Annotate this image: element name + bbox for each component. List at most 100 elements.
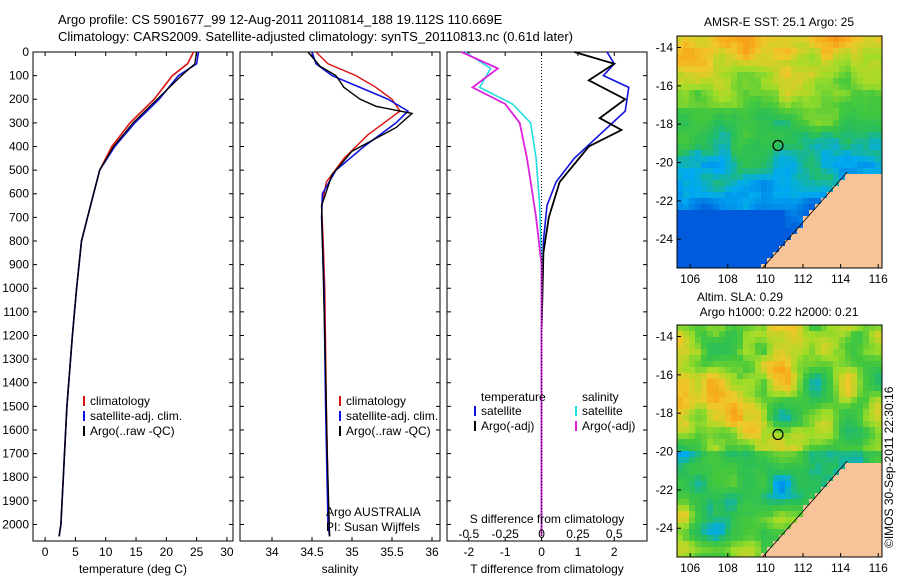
- y-tick-label: 600: [9, 187, 29, 201]
- series-line-2: [58, 51, 198, 537]
- y-tick-label: -22: [656, 483, 674, 497]
- series-line-1: [540, 51, 627, 537]
- y-tick-label: 1900: [2, 494, 29, 508]
- x-tick-label: 0: [538, 545, 545, 559]
- x-tick-label: 0: [42, 545, 49, 559]
- argo-position-marker: [772, 139, 784, 152]
- legend-label: Argo(..raw -QC): [346, 424, 431, 438]
- y-tick-label: -18: [656, 117, 674, 131]
- y-tick-label: 1800: [2, 470, 29, 484]
- x-tick-label: 15: [129, 545, 143, 559]
- x-tick-label: 25: [190, 545, 204, 559]
- y-tick-label: -16: [656, 368, 674, 382]
- y-tick-label: -16: [656, 79, 674, 93]
- x-tick-label: 34: [265, 545, 279, 559]
- x-tick-label: 110: [756, 561, 775, 575]
- x-tick-label: 108: [718, 272, 738, 286]
- coastline: [762, 171, 848, 269]
- legend-label: salinity: [582, 390, 619, 404]
- y-tick-label: 500: [9, 163, 29, 177]
- legend-label: satellite: [481, 404, 522, 418]
- plot-frame: [32, 51, 234, 542]
- credit-text: ©IMOS 30-Sep-2011 22:30:16: [882, 386, 896, 548]
- map-frame: [676, 324, 883, 558]
- y-tick-label: 0: [22, 45, 29, 59]
- map-title: Altim. SLA: 0.29: [697, 290, 783, 304]
- legend-label: climatology: [90, 394, 150, 408]
- plot-frame: [446, 51, 648, 542]
- x-tick-label: 20: [160, 545, 174, 559]
- x-tick-label: 2: [611, 545, 618, 559]
- top-tick-label: -0.25: [492, 527, 520, 541]
- y-tick-label: 2000: [2, 517, 29, 531]
- legend-label: Argo(..raw -QC): [90, 424, 175, 438]
- x-tick-label: 35: [345, 545, 359, 559]
- y-tick-label: 1000: [2, 281, 29, 295]
- series-line-1: [311, 51, 410, 537]
- y-tick-label: 300: [9, 116, 29, 130]
- map-raster: [677, 325, 883, 558]
- y-tick-label: 1400: [2, 376, 29, 390]
- profile-panel-1: 34 34.5 35 35.5 36 salinity climatologysatelli…: [239, 51, 441, 576]
- series-line-2: [464, 51, 543, 537]
- series-line-2: [307, 51, 414, 537]
- x-tick-label: 106: [680, 272, 700, 286]
- y-tick-label: 700: [9, 210, 29, 224]
- argo-position-marker: [772, 428, 784, 441]
- legend-label: climatology: [346, 394, 406, 408]
- y-tick-label: 900: [9, 258, 29, 272]
- map-panel-2: 106 108 110 112 114 116 -14 -16 -18 -20 -22 -24 Alti…: [656, 290, 888, 575]
- x-tick-label: -2: [463, 545, 474, 559]
- x-axis-label: salinity: [322, 562, 359, 576]
- map-frame: [676, 35, 883, 269]
- legend-label: satellite-adj. clim.: [346, 409, 438, 423]
- y-tick-label: 1600: [2, 423, 29, 437]
- y-tick-label: -20: [656, 156, 674, 170]
- x-tick-label: 108: [718, 561, 738, 575]
- legend-label: Argo(-adj): [582, 419, 635, 433]
- y-tick-label: 1500: [2, 399, 29, 413]
- x-tick-label: 36: [425, 545, 439, 559]
- series-line-0: [58, 51, 195, 537]
- annotation-text: PI: Susan Wijffels: [326, 520, 420, 534]
- x-tick-label: -1: [500, 545, 511, 559]
- map-panel-1: 106 108 110 112 114 116 -14 -16 -18 -20 -22 -24 AMSR…: [656, 15, 888, 286]
- y-tick-label: -14: [656, 41, 674, 55]
- chart-title: S difference from climatology: [470, 512, 625, 526]
- x-tick-label: 106: [680, 561, 700, 575]
- y-tick-label: 1100: [3, 305, 29, 319]
- x-tick-label: 1: [575, 545, 582, 559]
- header-subtitle: Climatology: CARS2009. Satellite-adjuste…: [58, 29, 573, 44]
- x-tick-label: 116: [869, 561, 888, 575]
- x-tick-label: 34.5: [300, 545, 324, 559]
- y-tick-label: 800: [9, 234, 29, 248]
- x-tick-label: 10: [99, 545, 113, 559]
- x-axis-label: T difference from climatology: [470, 562, 624, 576]
- series-line-3: [461, 51, 543, 537]
- map-subtitle: Argo h1000: 0.22 h2000: 0.21: [700, 305, 859, 319]
- profile-panel-2: -2 -1 0 1 2 T difference from climatology -0.5…: [446, 51, 648, 576]
- map-raster: [677, 36, 883, 269]
- y-tick-label: 100: [9, 69, 29, 83]
- y-tick-label: -20: [656, 445, 674, 459]
- x-tick-label: 112: [793, 561, 812, 575]
- y-tick-label: -14: [656, 330, 674, 344]
- y-tick-label: -18: [656, 406, 674, 420]
- map-title: AMSR-E SST: 25.1 Argo: 25: [704, 15, 854, 29]
- y-tick-label: 200: [9, 92, 29, 106]
- x-tick-label: 5: [72, 545, 79, 559]
- y-tick-label: -22: [656, 194, 674, 208]
- legend-label: Argo(-adj): [481, 419, 534, 433]
- x-tick-label: 30: [220, 545, 234, 559]
- y-tick-label: -24: [656, 521, 674, 535]
- y-tick-label: -24: [656, 232, 674, 246]
- y-tick-label: 1700: [2, 447, 29, 461]
- plot-frame: [239, 51, 441, 542]
- coastline: [762, 460, 848, 558]
- series-line-0: [540, 51, 630, 537]
- legend-label: temperature: [481, 390, 546, 404]
- y-tick-label: 1300: [2, 352, 29, 366]
- top-tick-label: 0.5: [606, 527, 623, 541]
- x-tick-label: 114: [831, 272, 850, 286]
